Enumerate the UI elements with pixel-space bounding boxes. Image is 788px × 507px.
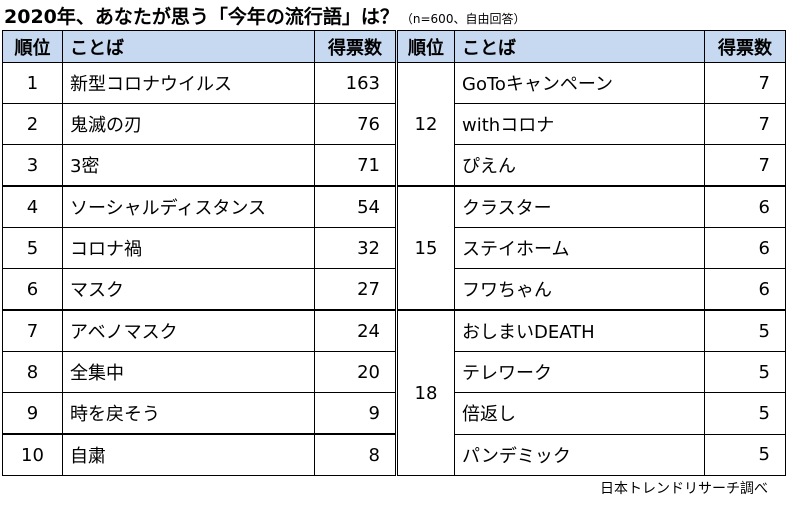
rank-cell: 3	[2, 144, 63, 187]
rank-cell: 1	[2, 62, 63, 104]
word-cell: マスク	[62, 268, 315, 311]
header-votes-left: 得票数	[314, 30, 397, 63]
table-row: 7 アベノマスク 24 18 おしまいDEATH 5	[2, 309, 786, 476]
votes-cell: 6	[704, 268, 786, 311]
votes-cell: 20	[314, 351, 397, 393]
votes-cell: 5	[704, 309, 786, 352]
votes-cell: 7	[704, 62, 786, 104]
title-subtitle: （n=600、自由回答）	[400, 12, 526, 26]
word-cell: テレワーク	[454, 351, 705, 393]
table-row: 2 鬼滅の刃 76 withコロナ 7	[2, 103, 786, 145]
word-cell: 時を戻そう	[62, 392, 315, 435]
rank-cell: 6	[2, 268, 63, 311]
votes-cell: 71	[314, 144, 397, 187]
table-row: 8 全集中 20 テレワーク 5	[2, 351, 786, 393]
votes-cell: 5	[704, 433, 786, 476]
ranking-table: 順位 ことば 得票数 順位 ことば 得票数 1 新型コロナウイルス 163 12 GoT…	[2, 30, 786, 476]
header-rank-right: 順位	[395, 30, 455, 63]
header-rank-left: 順位	[2, 30, 63, 63]
word-cell: 鬼滅の刃	[62, 103, 315, 145]
word-cell: 新型コロナウイルス	[62, 62, 315, 104]
rank-cell: 7	[2, 309, 63, 352]
votes-cell: 7	[704, 103, 786, 145]
rank-cell: 10	[2, 433, 63, 476]
votes-cell: 24	[314, 309, 397, 352]
votes-cell: 5	[704, 351, 786, 393]
votes-cell: 32	[314, 227, 397, 269]
rank-cell: 5	[2, 227, 63, 269]
word-cell: フワちゃん	[454, 268, 705, 311]
word-cell: 全集中	[62, 351, 315, 393]
title-main: 2020年、あなたが思う「今年の流行語」は？	[4, 6, 399, 28]
table-row: 3 3密 71 ぴえん 7	[2, 144, 786, 187]
word-cell: おしまいDEATH	[454, 309, 705, 352]
votes-cell: 8	[314, 433, 397, 476]
table-row: 10 自粛 8 パンデミック 5	[2, 433, 786, 476]
rank-cell: 4	[2, 185, 63, 228]
header-row: 順位 ことば 得票数 順位 ことば 得票数	[2, 30, 786, 63]
page-title: 2020年、あなたが思う「今年の流行語」は？ （n=600、自由回答）	[4, 4, 525, 30]
word-cell: アベノマスク	[62, 309, 315, 352]
votes-cell: 54	[314, 185, 397, 228]
word-cell: クラスター	[454, 185, 705, 228]
table-row: 5 コロナ禍 32 ステイホーム 6	[2, 227, 786, 269]
votes-cell: 76	[314, 103, 397, 145]
word-cell: 倍返し	[454, 392, 705, 435]
word-cell: withコロナ	[454, 103, 705, 145]
votes-cell: 163	[314, 62, 397, 104]
rank-cell: 18	[395, 309, 455, 476]
word-cell: ぴえん	[454, 144, 705, 187]
table-row: 9 時を戻そう 9 倍返し 5	[2, 392, 786, 435]
votes-cell: 6	[704, 185, 786, 228]
rank-cell: 9	[2, 392, 63, 435]
header-word-left: ことば	[62, 30, 315, 63]
word-cell: ステイホーム	[454, 227, 705, 269]
votes-cell: 27	[314, 268, 397, 311]
source-credit: 日本トレンドリサーチ調べ	[600, 481, 768, 497]
header-word-right: ことば	[454, 30, 705, 63]
word-cell: パンデミック	[454, 433, 705, 476]
table-row: 6 マスク 27 フワちゃん 6	[2, 268, 786, 311]
table-body: 1 新型コロナウイルス 163 12 GoToキャンペーン 7 2 鬼滅の刃 76 withコロナ…	[2, 62, 786, 476]
table-row: 1 新型コロナウイルス 163 12 GoToキャンペーン 7	[2, 62, 786, 187]
table-row: 4 ソーシャルディスタンス 54 15 クラスター 6	[2, 185, 786, 311]
votes-cell: 5	[704, 392, 786, 435]
rank-cell: 2	[2, 103, 63, 145]
word-cell: コロナ禍	[62, 227, 315, 269]
header-votes-right: 得票数	[704, 30, 786, 63]
votes-cell: 9	[314, 392, 397, 435]
rank-cell: 12	[395, 62, 455, 187]
rank-cell: 15	[395, 185, 455, 311]
word-cell: 3密	[62, 144, 315, 187]
word-cell: 自粛	[62, 433, 315, 476]
rank-cell: 8	[2, 351, 63, 393]
votes-cell: 7	[704, 144, 786, 187]
votes-cell: 6	[704, 227, 786, 269]
word-cell: GoToキャンペーン	[454, 62, 705, 104]
word-cell: ソーシャルディスタンス	[62, 185, 315, 228]
